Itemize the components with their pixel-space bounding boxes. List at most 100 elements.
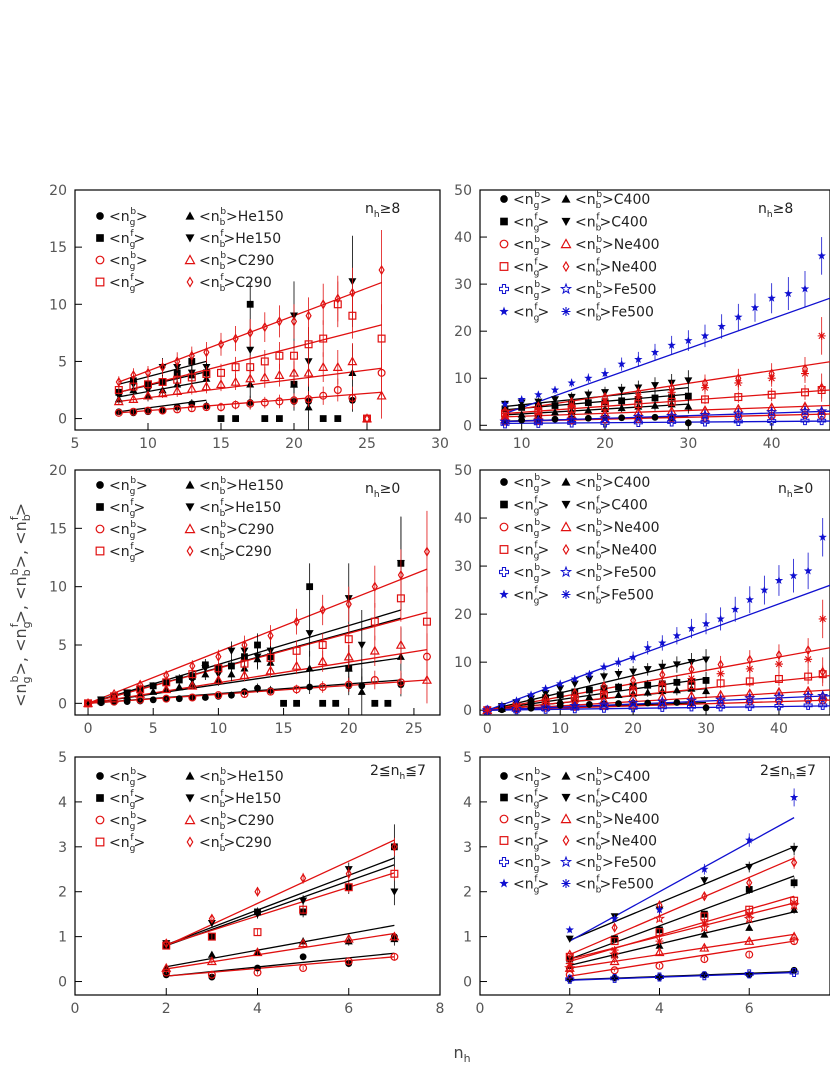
legend-label: <nbb>C400 <box>575 473 650 494</box>
legend-label: <nbf>C290 <box>199 833 272 854</box>
data-point <box>318 640 327 649</box>
data-point <box>293 616 300 627</box>
data-point <box>702 704 710 712</box>
series-asterisk-red <box>483 599 827 715</box>
data-point <box>700 930 709 938</box>
data-point <box>137 679 144 690</box>
data-point <box>261 321 268 333</box>
data-point <box>173 405 182 414</box>
legend-label: <ngb> <box>109 476 148 497</box>
plot-area <box>113 230 387 430</box>
data-point <box>253 968 262 977</box>
fit-line <box>504 389 830 415</box>
data-point <box>332 361 343 371</box>
legend-label: <nbb>C400 <box>575 767 650 788</box>
y-tick-label: 4 <box>463 795 472 811</box>
data-point <box>357 641 366 649</box>
data-point <box>790 845 799 854</box>
data-point <box>599 662 609 671</box>
data-point <box>654 947 665 957</box>
legend-marker <box>560 238 572 249</box>
data-point <box>614 670 623 679</box>
x-axis-title: nh <box>453 1043 470 1065</box>
data-point <box>651 401 659 409</box>
legend-marker <box>561 194 571 203</box>
legend-marker <box>185 771 195 780</box>
legend-marker <box>184 254 196 265</box>
legend: <ngb> <nbb>C400 <ngf> <nbf>C400 <ngb> <nbb>Ne… <box>499 190 660 324</box>
legend-label: <nbf>Fe500 <box>575 303 654 324</box>
legend-label: <nbf>Ne400 <box>575 541 657 562</box>
data-point <box>684 402 693 410</box>
data-point <box>766 406 778 417</box>
data-point <box>551 402 559 409</box>
data-point <box>332 699 340 707</box>
data-point <box>128 393 139 403</box>
fit-line <box>569 940 795 977</box>
data-point <box>804 655 813 664</box>
data-point <box>232 333 239 344</box>
data-point <box>734 393 743 402</box>
x-tick-label: 20 <box>596 436 614 452</box>
data-point <box>317 656 328 666</box>
legend-marker <box>560 521 572 532</box>
data-point <box>700 877 709 885</box>
data-point <box>657 702 667 712</box>
legend-marker <box>96 212 104 220</box>
x-tick-label: 5 <box>71 436 80 452</box>
data-point <box>614 690 623 699</box>
series-tri-up-open-red <box>113 343 387 423</box>
data-point <box>567 416 576 425</box>
fit-line <box>504 410 830 423</box>
data-point <box>369 645 380 655</box>
data-point <box>533 418 543 428</box>
legend-label: <nbb>Fe500 <box>575 853 656 874</box>
data-point <box>643 666 652 674</box>
data-point <box>334 415 342 422</box>
data-point <box>800 416 810 426</box>
data-point <box>345 599 352 610</box>
fit-line <box>569 895 795 962</box>
data-point <box>207 970 216 979</box>
legend-marker <box>500 478 508 486</box>
data-point <box>276 316 283 327</box>
y-tick-label: 4 <box>58 795 67 811</box>
data-point <box>187 404 196 413</box>
data-point <box>526 690 536 699</box>
data-point <box>650 347 660 356</box>
series-cross-open-blue <box>500 416 827 429</box>
data-point <box>319 604 326 616</box>
series-cross-open-blue <box>565 968 799 984</box>
fit-line <box>166 872 395 946</box>
legend-marker <box>186 836 194 848</box>
fit-line <box>487 677 707 711</box>
data-point <box>791 857 798 868</box>
data-point <box>565 935 574 943</box>
data-point <box>699 409 711 420</box>
legend-marker <box>499 284 509 294</box>
data-point <box>240 659 249 668</box>
legend-marker <box>185 480 195 489</box>
data-point <box>667 388 676 397</box>
data-point <box>598 698 610 710</box>
data-point <box>371 581 378 592</box>
y-tick-label: 1 <box>58 930 67 946</box>
data-point <box>585 686 593 694</box>
data-point <box>217 368 226 377</box>
legend-label: <ngb> <box>513 563 552 584</box>
data-point <box>109 693 120 703</box>
data-point <box>253 928 262 937</box>
data-point <box>745 664 754 673</box>
legend-marker <box>499 814 509 824</box>
data-point <box>518 416 526 424</box>
legend-marker <box>96 772 104 780</box>
x-tick-label: 40 <box>763 436 781 452</box>
legend-marker <box>561 879 571 888</box>
data-point <box>609 948 621 960</box>
legend-label: <nbb>He150 <box>199 476 284 497</box>
series-square-open-red <box>565 896 799 961</box>
data-point <box>773 690 785 702</box>
data-point <box>390 869 399 878</box>
